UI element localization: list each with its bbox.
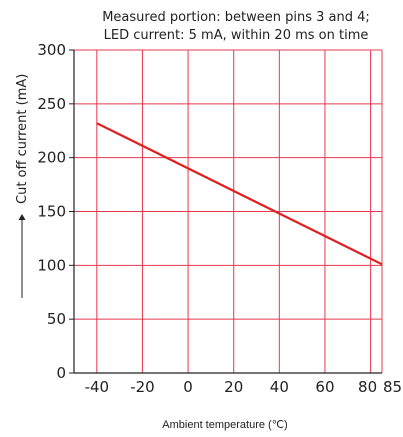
- y-tick-label: 100: [37, 256, 66, 274]
- x-tick-label: 80: [358, 378, 377, 396]
- y-tick-labels: 0 50 100 150 200 250 300: [37, 41, 66, 382]
- axes: [69, 49, 382, 374]
- y-axis-title: Cut off current (mA): [15, 74, 30, 298]
- x-tick-label: 40: [270, 378, 289, 396]
- x-tick-labels: -40 -20 0 20 40 60 80 85: [85, 378, 403, 396]
- y-tick-label: 300: [37, 41, 66, 59]
- annotation-line-2: LED current: 5 mA, within 20 ms on time: [104, 28, 369, 43]
- y-tick-label: 50: [47, 310, 66, 328]
- x-tick-label: 0: [183, 378, 193, 396]
- y-axis-label: Cut off current (mA): [15, 74, 30, 204]
- grid: [73, 49, 383, 374]
- annotation-line-1: Measured portion: between pins 3 and 4;: [102, 10, 370, 25]
- x-tick-label: 85: [383, 378, 402, 396]
- series-layer: [96, 122, 383, 266]
- x-axis-label: Ambient temperature (℃): [162, 419, 287, 431]
- series-line: [96, 122, 383, 266]
- x-tick-label: -20: [130, 378, 155, 396]
- y-tick-label: 250: [37, 95, 66, 113]
- y-tick-label: 200: [37, 149, 66, 167]
- x-tick-label: -40: [85, 378, 110, 396]
- x-tick-label: 60: [315, 378, 334, 396]
- x-tick-label: 20: [224, 378, 243, 396]
- y-tick-label: 150: [37, 203, 66, 221]
- y-axis-arrow-icon: [18, 214, 26, 220]
- y-tick-label: 0: [56, 364, 66, 382]
